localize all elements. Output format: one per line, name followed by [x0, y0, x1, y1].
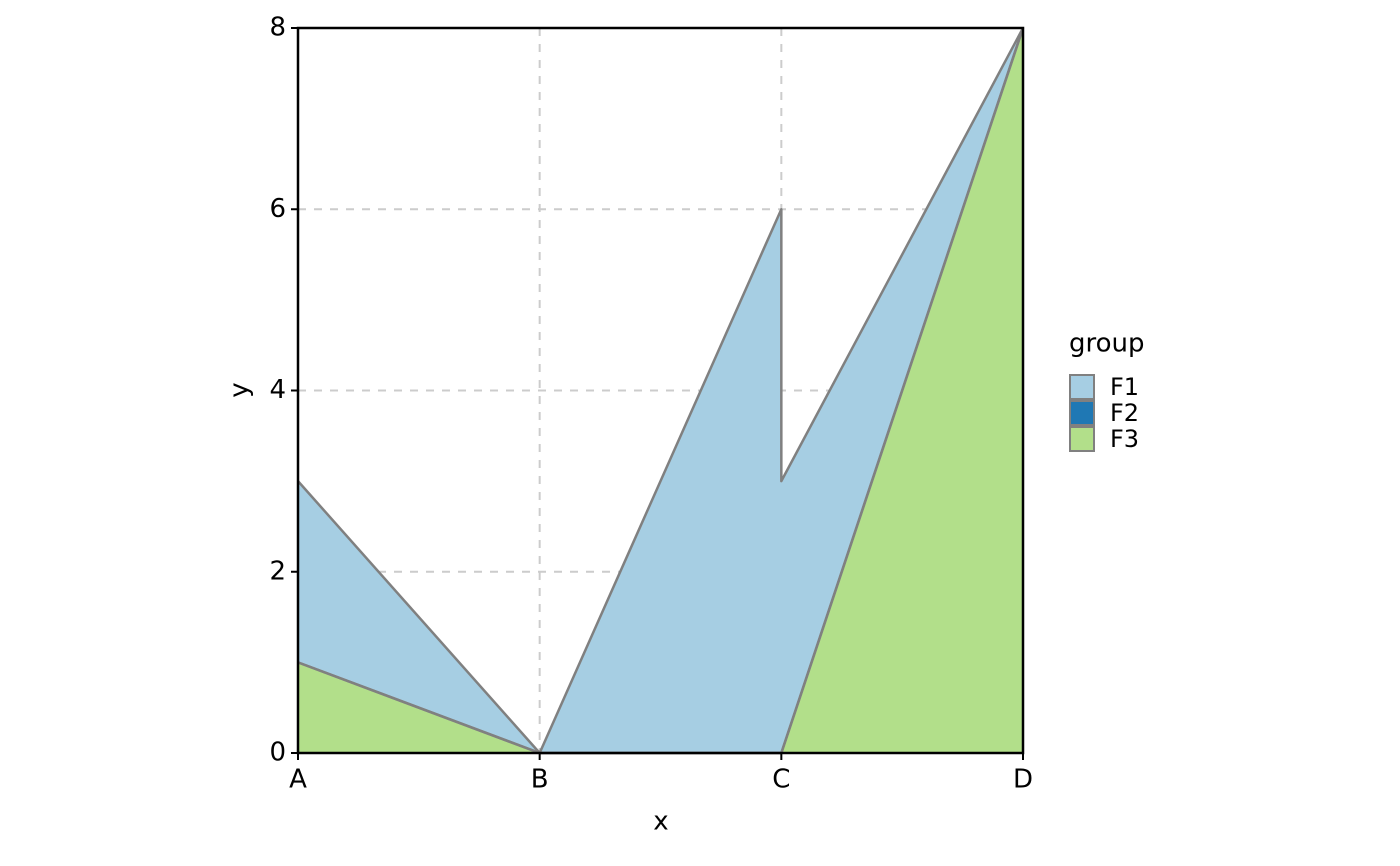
legend-label: F2	[1110, 399, 1139, 427]
legend-title: group	[1069, 329, 1145, 359]
y-axis-label: y	[225, 382, 255, 397]
area-line	[297, 27, 1025, 755]
y-tick-label: 6	[269, 194, 286, 224]
area-fill	[298, 28, 1023, 753]
legend-label: F3	[1110, 425, 1139, 453]
x-axis-label: x	[653, 807, 668, 837]
legend-key	[1069, 400, 1095, 426]
y-tick-label: 8	[269, 13, 286, 43]
x-tick-label: A	[289, 765, 307, 795]
x-tick-label: C	[772, 765, 790, 795]
x-tick-label: B	[531, 765, 549, 795]
y-tick-label: 4	[269, 375, 286, 405]
y-tick-label: 0	[269, 738, 286, 768]
x-tick-label: D	[1013, 765, 1033, 795]
legend-label: F1	[1110, 373, 1139, 401]
y-tick-label: 2	[269, 556, 286, 586]
legend-key	[1069, 426, 1095, 452]
legend-key	[1069, 374, 1095, 400]
